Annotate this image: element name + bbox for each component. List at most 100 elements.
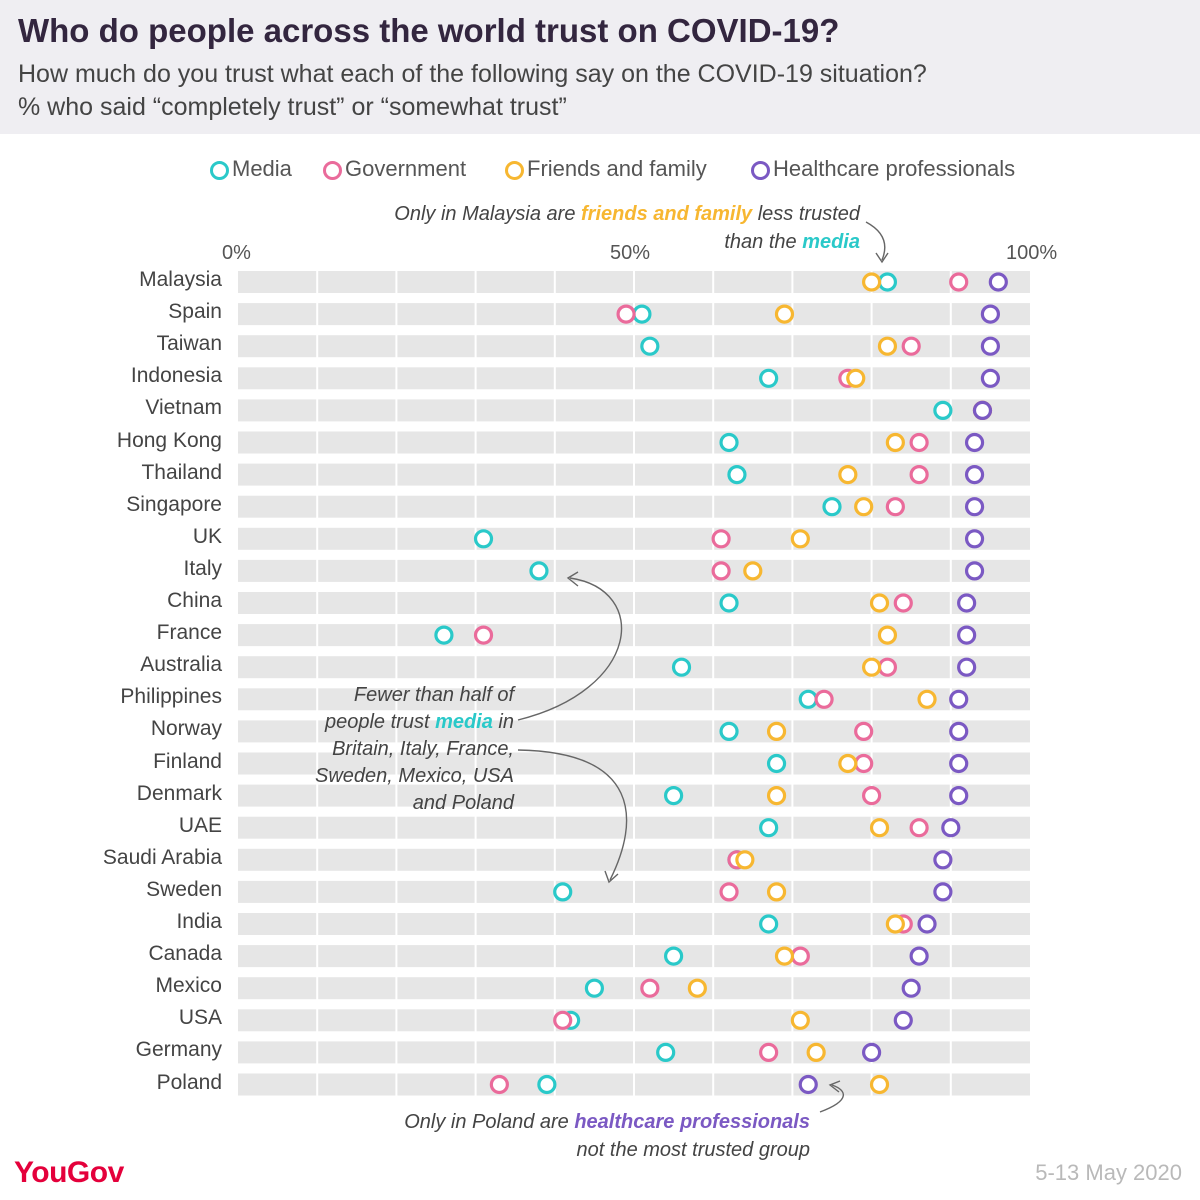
legend-healthcare-label: Healthcare professionals xyxy=(773,156,1016,181)
annotation-media-line4: Sweden, Mexico, USA xyxy=(315,765,514,787)
marker-healthcare xyxy=(949,785,969,806)
marker-friends_family xyxy=(854,497,874,517)
marker-government xyxy=(861,785,882,806)
country-label: Philippines xyxy=(120,685,222,709)
marker-media xyxy=(671,657,692,677)
page-title: Who do people across the world trust on … xyxy=(18,12,840,49)
marker-media xyxy=(632,304,652,324)
marker-government xyxy=(489,1074,509,1095)
marker-government xyxy=(616,304,636,324)
marker-friends_family xyxy=(790,529,810,549)
annotation-media-highlight: media xyxy=(435,711,493,733)
marker-media xyxy=(656,1042,676,1063)
marker-media xyxy=(798,689,818,709)
marker-government xyxy=(893,593,913,613)
annotation-poland-highlight: healthcare professionals xyxy=(574,1111,810,1133)
legend-healthcare-marker xyxy=(751,161,770,180)
country-label: Australia xyxy=(140,653,222,677)
country-label: Hong Kong xyxy=(116,428,222,452)
marker-healthcare xyxy=(964,497,985,517)
marker-media xyxy=(759,914,779,934)
marker-friends_family xyxy=(766,785,787,806)
legend-media-label: Media xyxy=(232,156,292,181)
country-label: Vietnam xyxy=(145,396,222,420)
marker-healthcare xyxy=(980,336,1001,356)
country-label: Norway xyxy=(150,717,222,741)
annotation-malaysia-highlight-media: media xyxy=(802,231,860,253)
marker-friends_family xyxy=(846,368,866,388)
marker-healthcare xyxy=(941,818,961,838)
annotation-malaysia-line2: than the media xyxy=(724,231,860,253)
marker-government xyxy=(711,561,731,581)
marker-healthcare xyxy=(964,561,985,581)
marker-healthcare xyxy=(972,400,993,420)
annotation-arrowhead-poland xyxy=(828,1080,841,1093)
marker-healthcare xyxy=(964,529,985,549)
x-tick-label: 100% xyxy=(1006,242,1058,264)
subtitle-line-1: How much do you trust what each of the f… xyxy=(18,60,927,88)
country-label: Mexico xyxy=(155,974,222,998)
marker-friends_family xyxy=(774,304,795,324)
marker-government xyxy=(790,946,810,966)
marker-friends_family xyxy=(743,561,763,581)
country-label: Denmark xyxy=(136,781,222,805)
marker-healthcare xyxy=(980,368,1001,388)
country-label: China xyxy=(167,589,222,612)
annotation-arrowhead-sweden xyxy=(604,870,619,884)
country-label: Canada xyxy=(148,942,222,966)
legend-friends-family-label: Friends and family xyxy=(527,156,707,181)
marker-healthcare xyxy=(933,882,953,902)
marker-media xyxy=(434,625,454,645)
country-label: Spain xyxy=(168,300,222,324)
marker-healthcare xyxy=(949,689,969,709)
marker-healthcare xyxy=(964,465,985,485)
marker-government xyxy=(711,529,731,549)
marker-media xyxy=(529,561,549,581)
marker-friends_family xyxy=(838,753,858,774)
legend-media-marker xyxy=(210,161,229,180)
country-label: Indonesia xyxy=(130,364,222,388)
marker-media xyxy=(759,818,779,838)
annotation-arrowhead-malaysia xyxy=(875,252,889,264)
marker-friends_family xyxy=(861,272,882,292)
marker-government xyxy=(854,753,874,774)
marker-friends_family xyxy=(869,1074,890,1095)
legend-government-label: Government xyxy=(345,156,467,181)
annotation-arrow-sweden xyxy=(517,749,628,881)
marker-healthcare xyxy=(861,1042,882,1063)
marker-friends_family xyxy=(877,336,898,356)
country-label: India xyxy=(176,910,222,933)
country-label: Italy xyxy=(183,556,222,580)
marker-healthcare xyxy=(957,593,977,613)
marker-friends_family xyxy=(806,1042,826,1063)
marker-media xyxy=(719,593,739,613)
country-label: Germany xyxy=(135,1038,222,1062)
marker-media xyxy=(766,753,787,774)
marker-friends_family xyxy=(766,882,787,902)
legend-friends-family-marker xyxy=(505,161,524,180)
marker-media xyxy=(663,785,684,806)
marker-friends_family xyxy=(885,432,905,453)
marker-government xyxy=(759,1042,779,1063)
country-label: UAE xyxy=(178,813,222,837)
header-banner: Who do people across the world trust on … xyxy=(0,0,1200,134)
marker-government xyxy=(877,657,898,677)
annotation-arrowhead-italy xyxy=(566,571,579,587)
marker-media xyxy=(663,946,684,966)
marker-media xyxy=(759,368,779,388)
marker-healthcare xyxy=(949,721,969,742)
country-label: Saudi Arabia xyxy=(102,845,222,869)
x-tick-label: 50% xyxy=(610,242,651,264)
marker-media xyxy=(640,336,660,356)
country-label: France xyxy=(156,621,222,645)
marker-healthcare xyxy=(917,914,937,934)
country-label: Taiwan xyxy=(156,332,222,356)
marker-media xyxy=(727,465,747,485)
annotation-poland-line1: Only in Poland are healthcare profession… xyxy=(404,1111,810,1133)
marker-media xyxy=(822,497,842,517)
marker-media xyxy=(473,529,494,549)
marker-friends_family xyxy=(687,978,707,998)
marker-friends_family xyxy=(869,818,890,838)
annotation-malaysia-line1: Only in Malaysia are friends and family … xyxy=(394,203,860,225)
annotation-arrow-poland xyxy=(819,1084,844,1113)
